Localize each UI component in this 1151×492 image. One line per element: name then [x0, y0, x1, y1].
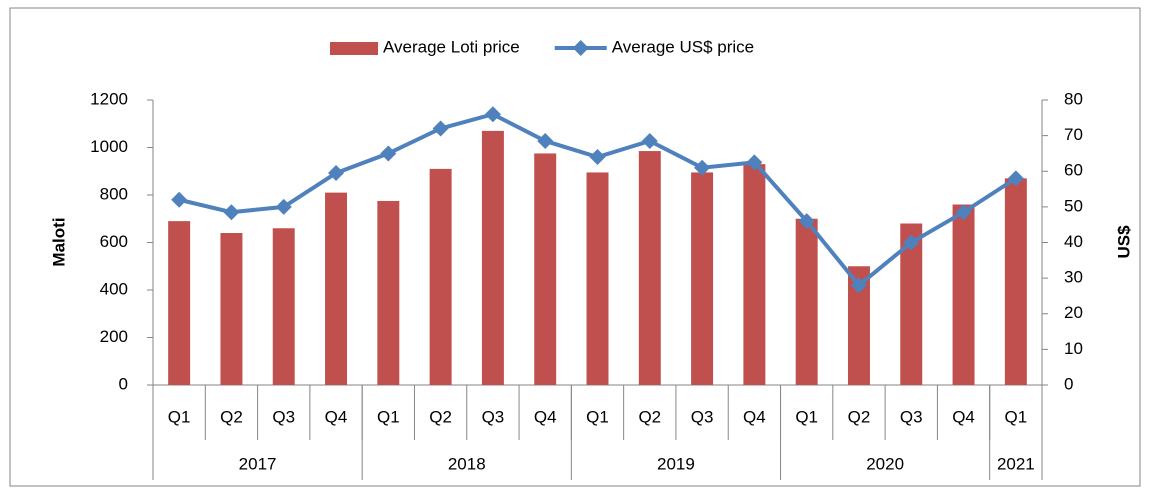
group-label: 2021 — [997, 454, 1035, 473]
marker — [1007, 170, 1024, 187]
marker — [484, 106, 501, 123]
marker — [589, 149, 606, 165]
bar — [272, 228, 295, 385]
marker — [380, 145, 397, 162]
marker — [432, 120, 449, 137]
x-tick-label: Q3 — [272, 407, 295, 426]
y-tick-label: 0 — [119, 374, 128, 393]
legend-marker — [572, 40, 589, 56]
bar — [325, 192, 348, 385]
x-tick-label: Q2 — [429, 407, 452, 426]
bar — [847, 266, 870, 385]
bar — [1004, 178, 1027, 385]
x-tick-label: Q4 — [534, 407, 557, 426]
y2-tick-label: 40 — [1064, 232, 1083, 251]
marker — [537, 132, 554, 149]
marker — [223, 204, 240, 221]
legend-swatch — [330, 42, 378, 55]
marker — [798, 213, 815, 230]
marker — [641, 132, 658, 149]
y-tick-label: 800 — [100, 184, 128, 203]
y2-tick-label: 60 — [1064, 161, 1083, 180]
x-tick-label: Q4 — [325, 407, 348, 426]
marker — [328, 165, 345, 182]
bar — [743, 164, 766, 385]
marker — [275, 198, 292, 215]
marker — [746, 154, 763, 171]
group-label: 2019 — [657, 454, 695, 473]
legend-label: Average Loti price — [383, 37, 520, 56]
bar — [429, 168, 452, 385]
y2-tick-label: 80 — [1064, 89, 1083, 108]
legend-label: Average US$ price — [612, 37, 754, 56]
x-tick-label: Q1 — [586, 407, 609, 426]
x-tick-label: Q3 — [482, 407, 505, 426]
x-tick-label: Q1 — [168, 407, 191, 426]
x-tick-label: Q2 — [848, 407, 871, 426]
group-label: 2018 — [448, 454, 486, 473]
bar — [220, 233, 243, 385]
marker — [171, 191, 188, 208]
x-tick-label: Q1 — [795, 407, 818, 426]
group-label: 2020 — [866, 454, 904, 473]
bar — [377, 200, 400, 385]
bar — [168, 221, 191, 385]
x-tick-label: Q3 — [691, 407, 714, 426]
bar — [691, 172, 714, 385]
x-tick-label: Q4 — [952, 407, 975, 426]
x-tick-label: Q1 — [377, 407, 400, 426]
x-tick-label: Q2 — [638, 407, 661, 426]
x-tick-label: Q1 — [1005, 407, 1028, 426]
y2-tick-label: 10 — [1064, 339, 1083, 358]
y2-tick-label: 70 — [1064, 125, 1083, 144]
bar — [795, 218, 818, 385]
marker — [850, 277, 867, 294]
marker — [955, 204, 972, 221]
bar — [900, 223, 923, 385]
bar — [952, 204, 975, 385]
y-tick-label: 1200 — [90, 89, 128, 108]
y-tick-label: 1000 — [90, 137, 128, 156]
y-tick-label: 600 — [100, 232, 128, 251]
bar — [534, 153, 557, 385]
marker — [903, 234, 920, 251]
y2-tick-label: 30 — [1064, 268, 1083, 287]
chart-border — [9, 7, 1141, 487]
x-tick-label: Q4 — [743, 407, 766, 426]
y-tick-label: 400 — [100, 279, 128, 298]
bar — [481, 130, 504, 385]
marker — [694, 159, 711, 176]
y-axis-title: Maloti — [49, 217, 68, 266]
bar — [638, 151, 661, 385]
x-tick-label: Q3 — [900, 407, 923, 426]
y2-axis-title: US$ — [1114, 225, 1133, 259]
x-tick-label: Q2 — [220, 407, 243, 426]
group-label: 2017 — [239, 454, 277, 473]
y2-tick-label: 0 — [1064, 374, 1073, 393]
y2-tick-label: 20 — [1064, 303, 1083, 322]
y2-tick-label: 50 — [1064, 196, 1083, 215]
y-tick-label: 200 — [100, 327, 128, 346]
bar — [586, 172, 609, 385]
